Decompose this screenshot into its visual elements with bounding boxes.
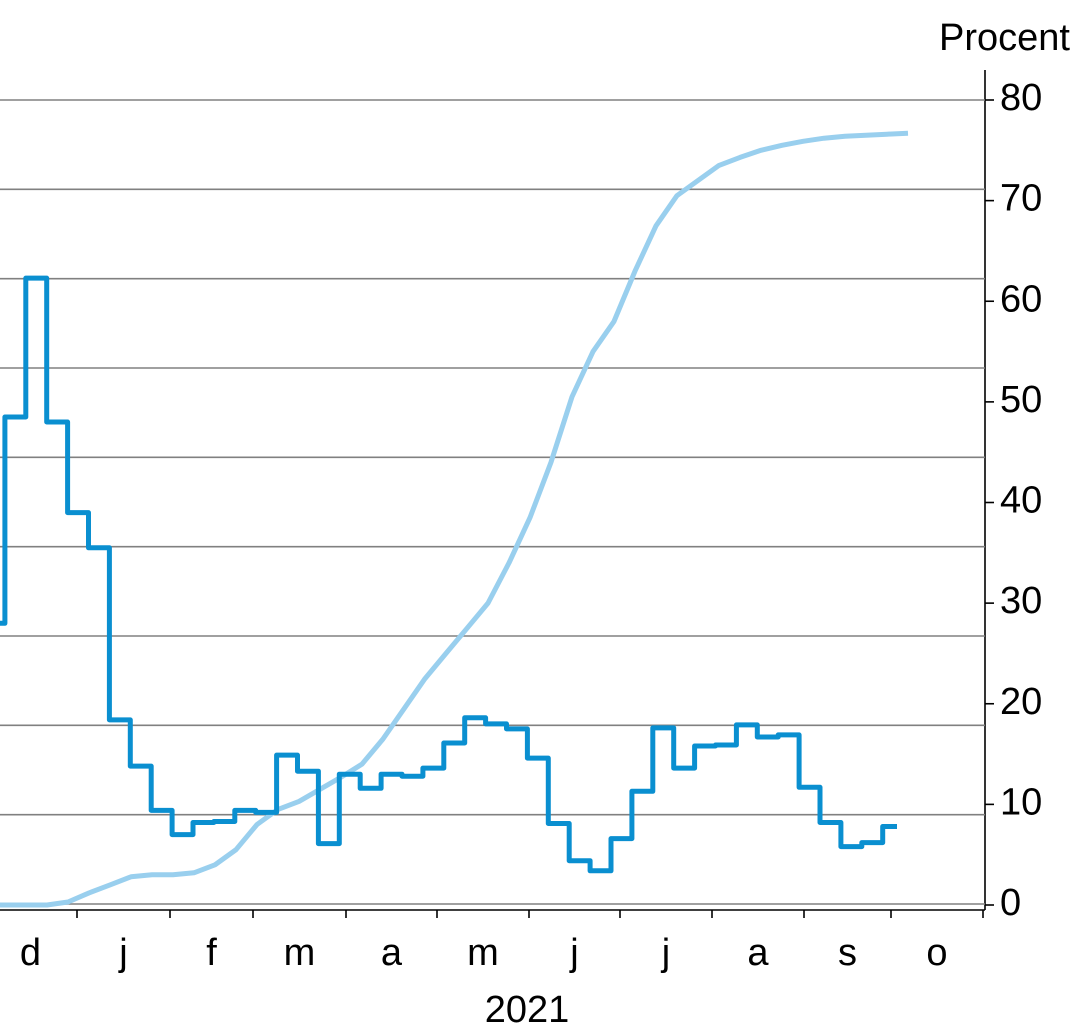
y2-tick-label: 50 bbox=[1000, 379, 1042, 421]
x-tick-label: a bbox=[381, 932, 403, 974]
x-tick-label: s bbox=[838, 932, 857, 974]
y2-tick-label: 0 bbox=[1000, 882, 1021, 924]
y2-tick-label: 20 bbox=[1000, 681, 1042, 723]
y2-tick-label: 10 bbox=[1000, 781, 1042, 823]
y2-axis-title: Procent bbox=[939, 17, 1070, 59]
x-tick-label: m bbox=[284, 932, 316, 974]
data-line bbox=[0, 130, 909, 908]
y2-tick-label: 70 bbox=[1000, 178, 1042, 220]
y2-tick-label: 80 bbox=[1000, 77, 1042, 119]
x-tick-label: j bbox=[661, 932, 670, 974]
x-tick-label: d bbox=[20, 932, 41, 974]
x-tick-label: j bbox=[118, 932, 127, 974]
x-tick-label: a bbox=[747, 932, 769, 974]
x-tick-label: j bbox=[569, 932, 578, 974]
x-tick-label: o bbox=[926, 932, 947, 974]
data-line bbox=[0, 275, 897, 874]
x-tick-label: m bbox=[467, 932, 499, 974]
y2-tick-label: 30 bbox=[1000, 580, 1042, 622]
y2-tick-label: 60 bbox=[1000, 278, 1042, 320]
x-group-label: 2021 bbox=[485, 989, 570, 1031]
y2-tick-label: 40 bbox=[1000, 480, 1042, 522]
x-tick-label: f bbox=[206, 932, 217, 974]
